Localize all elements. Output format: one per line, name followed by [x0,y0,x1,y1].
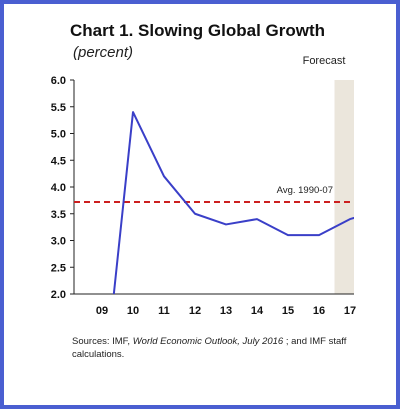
y-tick-label: 4.5 [51,155,66,167]
x-tick-label: 10 [127,305,139,317]
source-note: Sources: IMF, World Economic Outlook, Ju… [72,335,372,361]
source-suffix: ; and IMF staff calculations. [72,336,347,360]
growth-series-line [112,111,354,294]
y-tick-label: 3.5 [51,209,66,221]
x-tick-label: 16 [313,305,325,317]
y-tick-label: 2.0 [51,289,66,301]
y-tick-label: 6.0 [51,75,66,87]
x-tick-label: 15 [282,305,294,317]
x-tick-label: 14 [251,305,264,317]
y-tick-label: 3.0 [51,236,66,248]
x-tick-label: 17 [344,305,356,317]
source-publication: World Economic Outlook, July 2016 [132,336,284,347]
x-tick-label: 09 [96,305,108,317]
chart-subtitle: (percent) [73,44,134,61]
reference-line-label: Avg. 1990-07 [277,185,333,196]
x-tick-label: 12 [189,305,201,317]
source-prefix: Sources: IMF, [72,336,133,347]
y-tick-label: 4.0 [51,182,66,194]
y-tick-label: 5.0 [51,129,66,141]
forecast-band [334,80,354,294]
y-tick-label: 5.5 [51,102,66,114]
forecast-label: Forecast [303,55,346,67]
y-tick-label: 2.5 [51,262,66,274]
x-tick-label: 11 [158,305,170,317]
x-tick-label: 13 [220,305,232,317]
chart-title: Chart 1. Slowing Global Growth [70,21,326,40]
